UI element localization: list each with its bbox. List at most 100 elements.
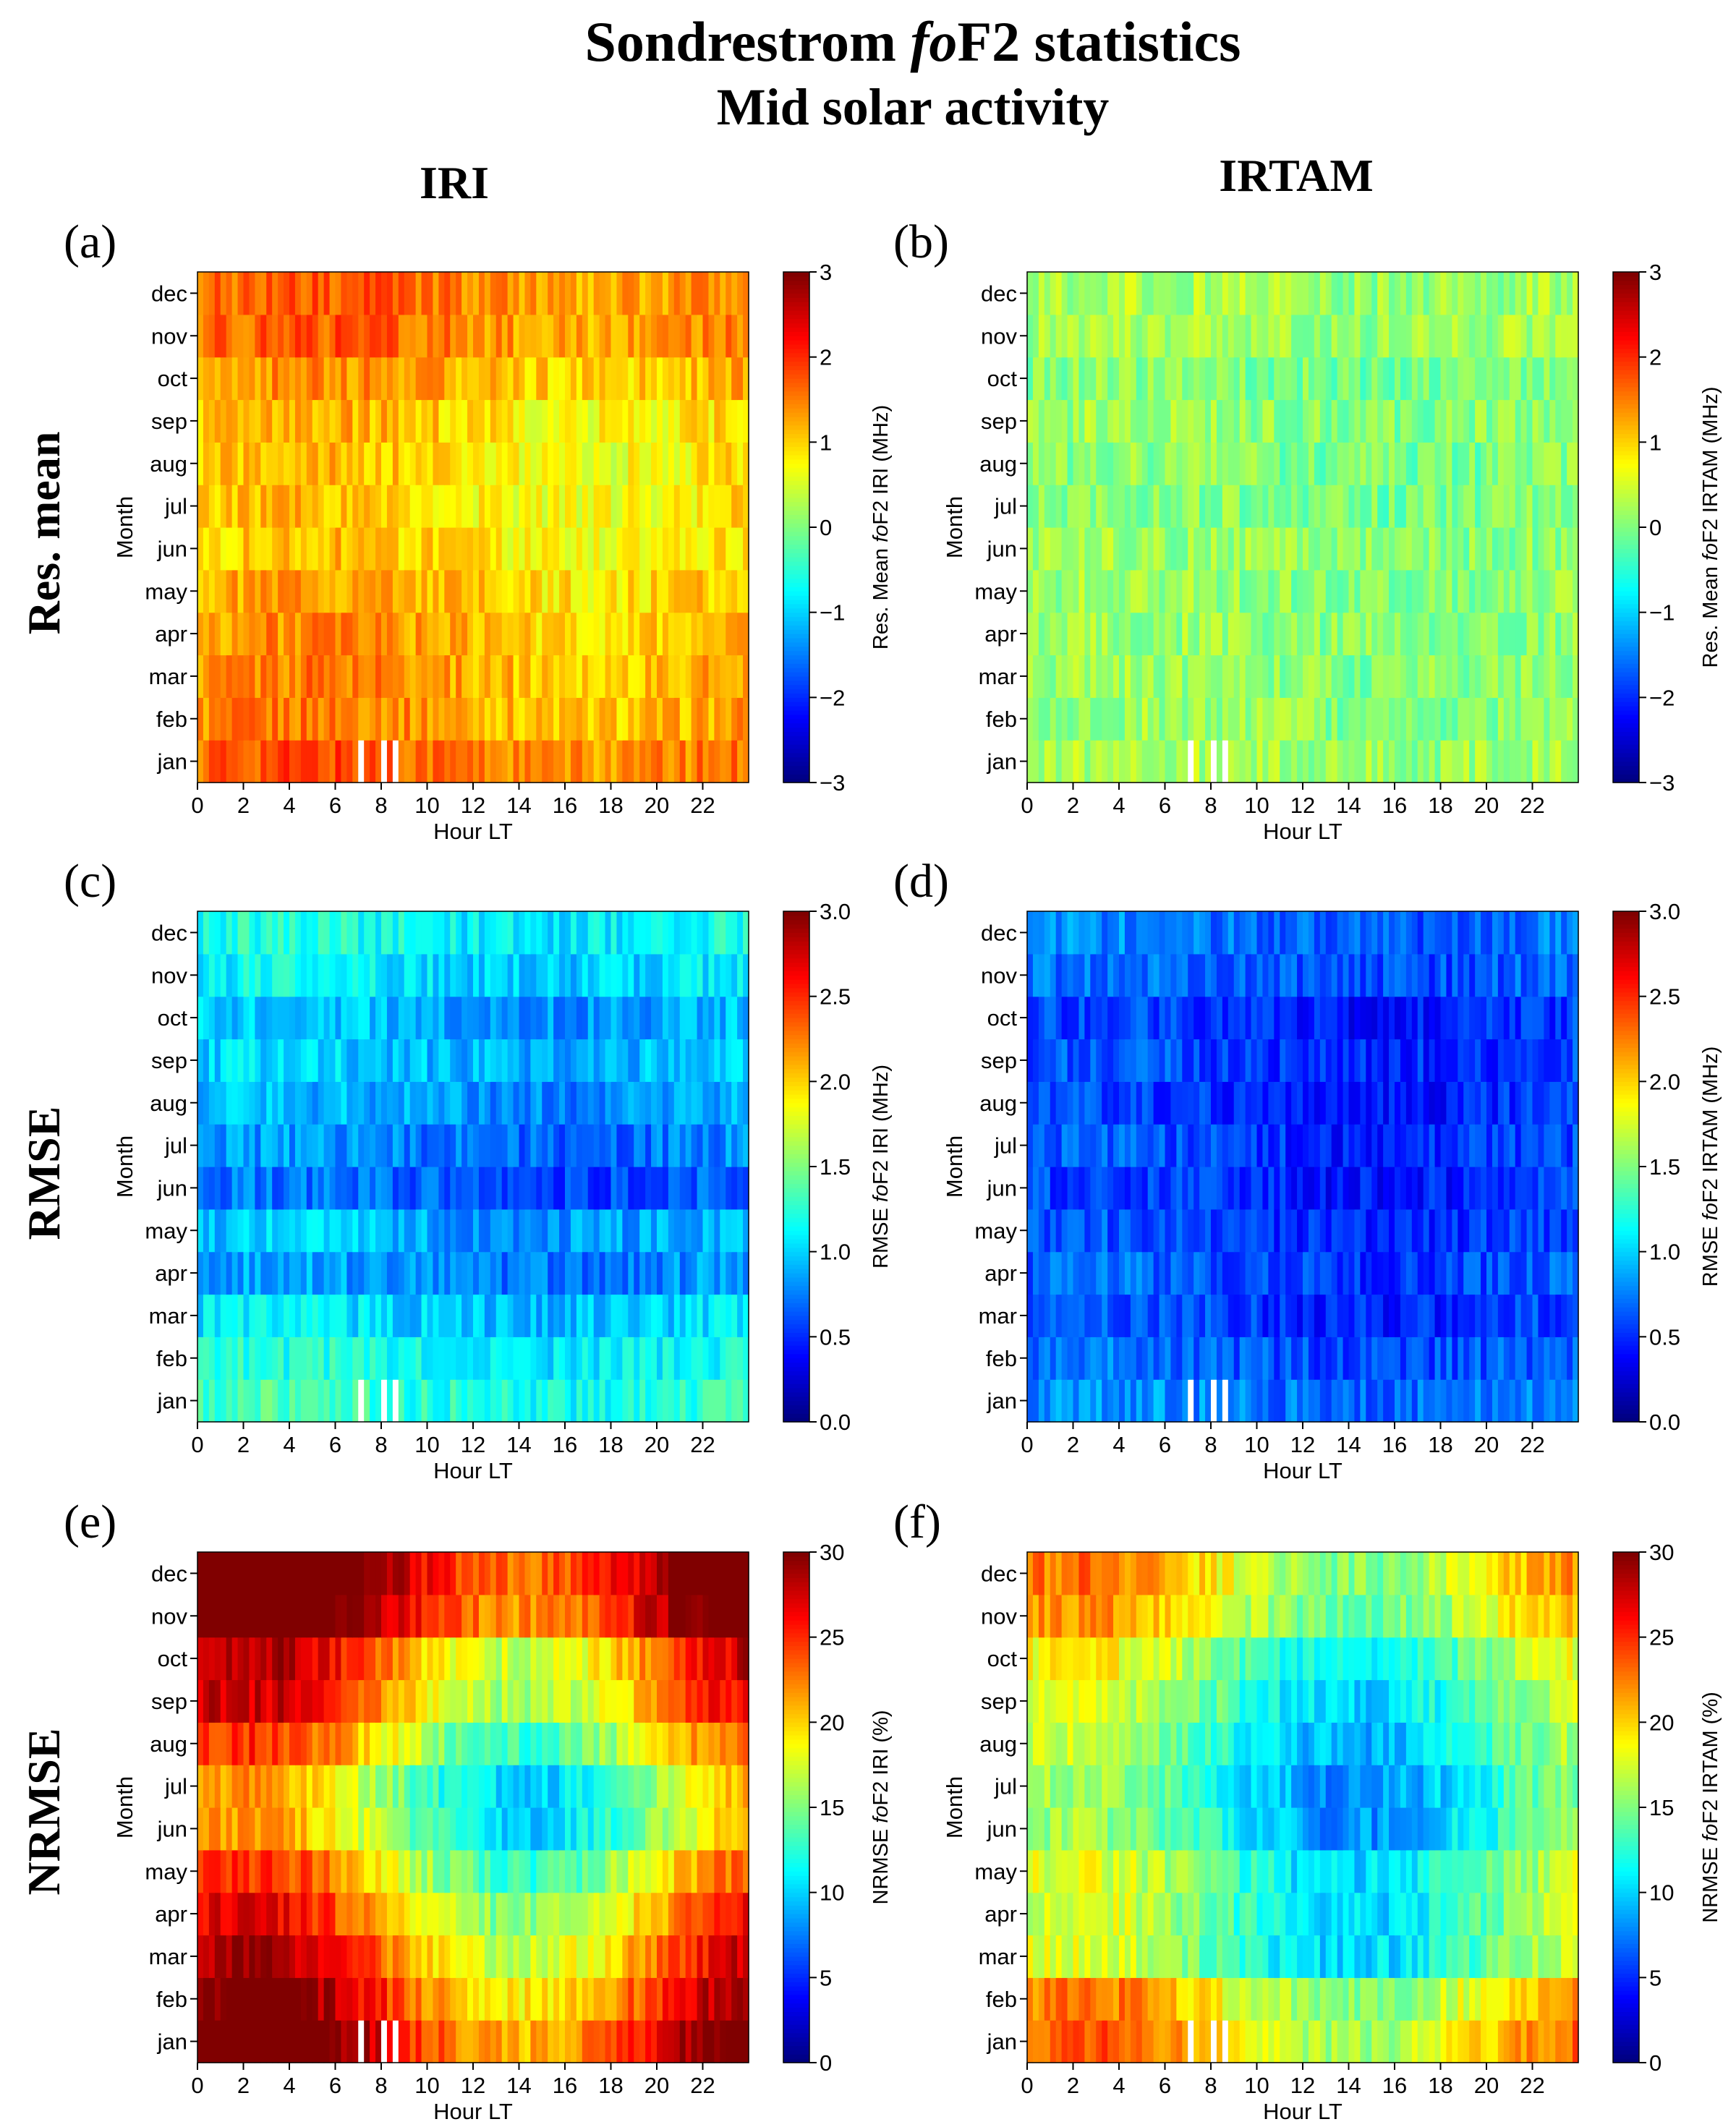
heatmap-cell (553, 442, 560, 485)
heatmap-cell (530, 485, 537, 528)
heatmap-cell (1285, 1081, 1292, 1125)
heatmap-cell (1297, 314, 1303, 358)
heatmap-cell (691, 1337, 698, 1380)
heatmap-cell (1147, 1039, 1154, 1082)
heatmap-cell (639, 1337, 646, 1380)
heatmap-cell (243, 1039, 250, 1082)
heatmap-cell (231, 1124, 239, 1167)
heatmap-cell (1170, 272, 1177, 315)
heatmap-cell (306, 399, 313, 443)
heatmap-cell (1170, 612, 1177, 656)
heatmap-cell (1492, 272, 1499, 315)
heatmap-cell (530, 442, 537, 485)
heatmap-cell (587, 1081, 595, 1125)
colorbar-segment (783, 1188, 809, 1193)
heatmap-cell (323, 612, 331, 656)
heatmap-cell (1182, 1379, 1188, 1423)
heatmap-cell (220, 996, 227, 1040)
heatmap-cell (346, 655, 353, 698)
x-tick-label: 16 (553, 793, 577, 818)
heatmap-cell (294, 740, 302, 783)
heatmap-cell (1038, 485, 1045, 528)
heatmap-cell (1337, 697, 1344, 741)
heatmap-cell (657, 1337, 663, 1380)
heatmap-cell (1107, 697, 1114, 741)
heatmap-cell (323, 996, 331, 1040)
heatmap-cell (1141, 1081, 1149, 1125)
colorbar-segment (1613, 451, 1639, 456)
heatmap-cell (1360, 569, 1366, 613)
heatmap-cell (605, 272, 612, 315)
heatmap-cell (570, 911, 577, 955)
heatmap-cell (1044, 314, 1051, 358)
heatmap-cell (208, 740, 216, 783)
heatmap-cell (1078, 442, 1085, 485)
heatmap-cell (519, 1294, 526, 1337)
heatmap-cell (565, 697, 571, 741)
heatmap-cell (1371, 1379, 1378, 1423)
heatmap-cell (610, 1337, 618, 1380)
heatmap-cell (306, 485, 313, 528)
heatmap-cell (737, 1039, 744, 1082)
heatmap-cell (318, 953, 325, 997)
heatmap-cell (1561, 485, 1567, 528)
heatmap-cell (1050, 1294, 1057, 1337)
heatmap-cell (461, 399, 468, 443)
heatmap-cell (1165, 399, 1172, 443)
heatmap-cell (1366, 272, 1372, 315)
heatmap-cell (1159, 527, 1166, 571)
heatmap-cell (737, 1209, 744, 1253)
heatmap-cell (1205, 527, 1212, 571)
heatmap-cell (1538, 569, 1544, 613)
heatmap-cell (536, 655, 542, 698)
heatmap-cell (651, 272, 658, 315)
heatmap-cell (1130, 697, 1137, 741)
heatmap-cell (536, 485, 542, 528)
heatmap-cell (1038, 357, 1045, 401)
heatmap-cell (1222, 485, 1229, 528)
heatmap-cell (1360, 1379, 1366, 1423)
heatmap-cell (346, 1251, 353, 1295)
heatmap-cell (1078, 1337, 1085, 1380)
heatmap-cell (622, 1379, 629, 1423)
heatmap-cell (421, 740, 428, 783)
heatmap-cell (226, 1039, 233, 1082)
colorbar-segment (1613, 365, 1639, 370)
heatmap-cell (662, 272, 669, 315)
panel-label: (a) (64, 216, 116, 268)
heatmap-cell (1520, 1039, 1528, 1082)
heatmap-cell (284, 655, 290, 698)
heatmap-cell (1222, 1294, 1229, 1337)
colorbar-segment (1613, 574, 1639, 579)
heatmap-cell (1165, 272, 1172, 315)
heatmap-cell (352, 911, 359, 955)
heatmap-cell (1205, 1251, 1212, 1295)
heatmap-cell (697, 740, 704, 783)
heatmap-cell (220, 485, 227, 528)
heatmap-cell (1463, 1251, 1470, 1295)
heatmap-cell (1366, 655, 1372, 698)
heatmap-cell (208, 612, 216, 656)
heatmap-cell (628, 442, 634, 485)
heatmap-cell (237, 996, 244, 1040)
colorbar-segment (1613, 417, 1639, 422)
heatmap-cell (1405, 1294, 1413, 1337)
colorbar-segment (783, 1413, 809, 1418)
heatmap-cell (1308, 1124, 1315, 1167)
heatmap-cell (1194, 357, 1200, 401)
y-tick-label: mar (149, 664, 187, 689)
heatmap-cell (329, 442, 336, 485)
heatmap-cell (1446, 1081, 1452, 1125)
heatmap-cell (1538, 1124, 1544, 1167)
heatmap-cell (409, 357, 417, 401)
heatmap-cell (702, 357, 710, 401)
heatmap-cell (197, 1337, 204, 1380)
heatmap-cell (1153, 569, 1160, 613)
heatmap-cell (249, 1039, 255, 1082)
heatmap-cell (1165, 1167, 1172, 1210)
heatmap-cell (300, 1337, 307, 1380)
heatmap-cell (1107, 1209, 1114, 1253)
heatmap-cell (743, 655, 749, 698)
heatmap-cell (1440, 1209, 1447, 1253)
heatmap-cell (1256, 314, 1264, 358)
